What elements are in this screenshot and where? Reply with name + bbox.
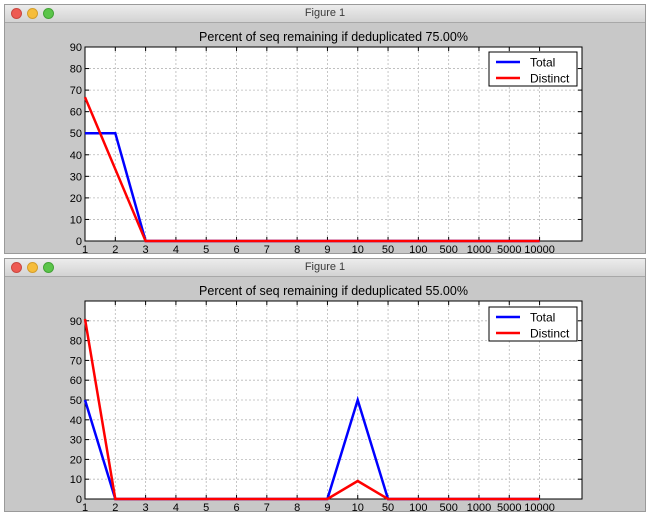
- x-tick-label: 2: [112, 244, 118, 253]
- x-tick-label: 1: [82, 502, 88, 511]
- x-tick-label: 5000: [497, 502, 521, 511]
- minimize-icon[interactable]: [27, 262, 38, 273]
- window-title: Figure 1: [304, 261, 346, 273]
- window-titlebar: Figure 1: [5, 5, 645, 23]
- x-tick-label: 4: [173, 502, 179, 511]
- x-tick-label: 5: [203, 502, 209, 511]
- x-tick-label: 10000: [524, 244, 555, 253]
- window-title: Figure 1: [304, 7, 346, 19]
- y-tick-label: 10: [70, 214, 82, 226]
- x-tick-label: 7: [264, 502, 270, 511]
- y-tick-label: 80: [70, 336, 82, 348]
- y-tick-label: 0: [76, 494, 82, 506]
- figure-window-1: Figure 1 0 10 20 30 40 50 60 70 80 90 1 2 3 4 5 6 7 8 9 10 5…: [4, 4, 646, 254]
- window-titlebar: Figure 1: [5, 259, 645, 277]
- legend-box: [488, 51, 578, 87]
- y-tick-label: 90: [70, 316, 82, 328]
- y-tick-label: 60: [70, 375, 82, 387]
- series-line-distinct: [83, 96, 540, 243]
- close-icon[interactable]: [11, 262, 22, 273]
- x-tick-label: 9: [324, 502, 330, 511]
- figure-window-2: Figure 1 0 10 20 30 40 50 60 70 80 90 1 2 3 4 5 6 7 8 9 10 5…: [4, 258, 646, 512]
- y-tick-label: 90: [70, 42, 82, 54]
- chart-title: Percent of seq remaining if deduplicated…: [199, 30, 468, 44]
- y-tick-label: 0: [76, 236, 82, 248]
- legend-label: Distinct: [530, 327, 570, 341]
- x-tick-label: 500: [439, 244, 457, 253]
- x-tick-label: 5000: [497, 244, 521, 253]
- x-tick-label: 4: [173, 244, 179, 253]
- chart-1: 0 10 20 30 40 50 60 70 80 90 1 2 3 4 5 6 7 8 9 10 50 100 500 10…: [70, 30, 583, 253]
- x-tick-label: 8: [294, 244, 300, 253]
- zoom-icon[interactable]: [43, 262, 54, 273]
- minimize-icon[interactable]: [27, 8, 38, 19]
- y-tick-label: 40: [70, 415, 82, 427]
- zoom-icon[interactable]: [43, 8, 54, 19]
- x-tick-label: 10: [352, 502, 364, 511]
- y-tick-label: 30: [70, 171, 82, 183]
- x-tick-label: 100: [409, 244, 427, 253]
- y-tick-label: 50: [70, 395, 82, 407]
- close-icon[interactable]: [11, 8, 22, 19]
- x-tick-label: 9: [324, 244, 330, 253]
- x-tick-label: 8: [294, 502, 300, 511]
- x-tick-label: 6: [233, 502, 239, 511]
- legend-box: [488, 306, 578, 342]
- y-tick-label: 60: [70, 107, 82, 119]
- y-tick-label: 10: [70, 474, 82, 486]
- y-tick-label: 70: [70, 85, 82, 97]
- x-tick-label: 100: [409, 502, 427, 511]
- y-tick-label: 40: [70, 150, 82, 162]
- y-tick-label: 80: [70, 64, 82, 76]
- x-tick-label: 1000: [467, 244, 491, 253]
- x-tick-label: 1: [82, 244, 88, 253]
- chart-title: Percent of seq remaining if deduplicated…: [199, 284, 468, 298]
- x-tick-label: 6: [233, 244, 239, 253]
- x-tick-label: 2: [112, 502, 118, 511]
- x-tick-label: 5: [203, 244, 209, 253]
- y-tick-label: 70: [70, 355, 82, 367]
- x-tick-label: 10: [352, 244, 364, 253]
- x-tick-label: 50: [382, 502, 394, 511]
- y-tick-label: 50: [70, 128, 82, 140]
- series-line-distinct: [83, 318, 540, 501]
- x-tick-label: 500: [439, 502, 457, 511]
- y-tick-label: 20: [70, 193, 82, 205]
- legend-label: Distinct: [530, 72, 570, 86]
- x-tick-label: 7: [264, 244, 270, 253]
- legend-label: Total: [530, 311, 555, 325]
- chart-2: 0 10 20 30 40 50 60 70 80 90 1 2 3 4 5 6 7 8 9 10 50 100 500 10…: [70, 284, 583, 511]
- x-tick-label: 1000: [467, 502, 491, 511]
- y-tick-label: 20: [70, 454, 82, 466]
- x-tick-label: 10000: [524, 502, 555, 511]
- legend-label: Total: [530, 56, 555, 70]
- y-tick-label: 30: [70, 435, 82, 447]
- x-tick-label: 3: [143, 244, 149, 253]
- x-tick-label: 3: [143, 502, 149, 511]
- x-tick-label: 50: [382, 244, 394, 253]
